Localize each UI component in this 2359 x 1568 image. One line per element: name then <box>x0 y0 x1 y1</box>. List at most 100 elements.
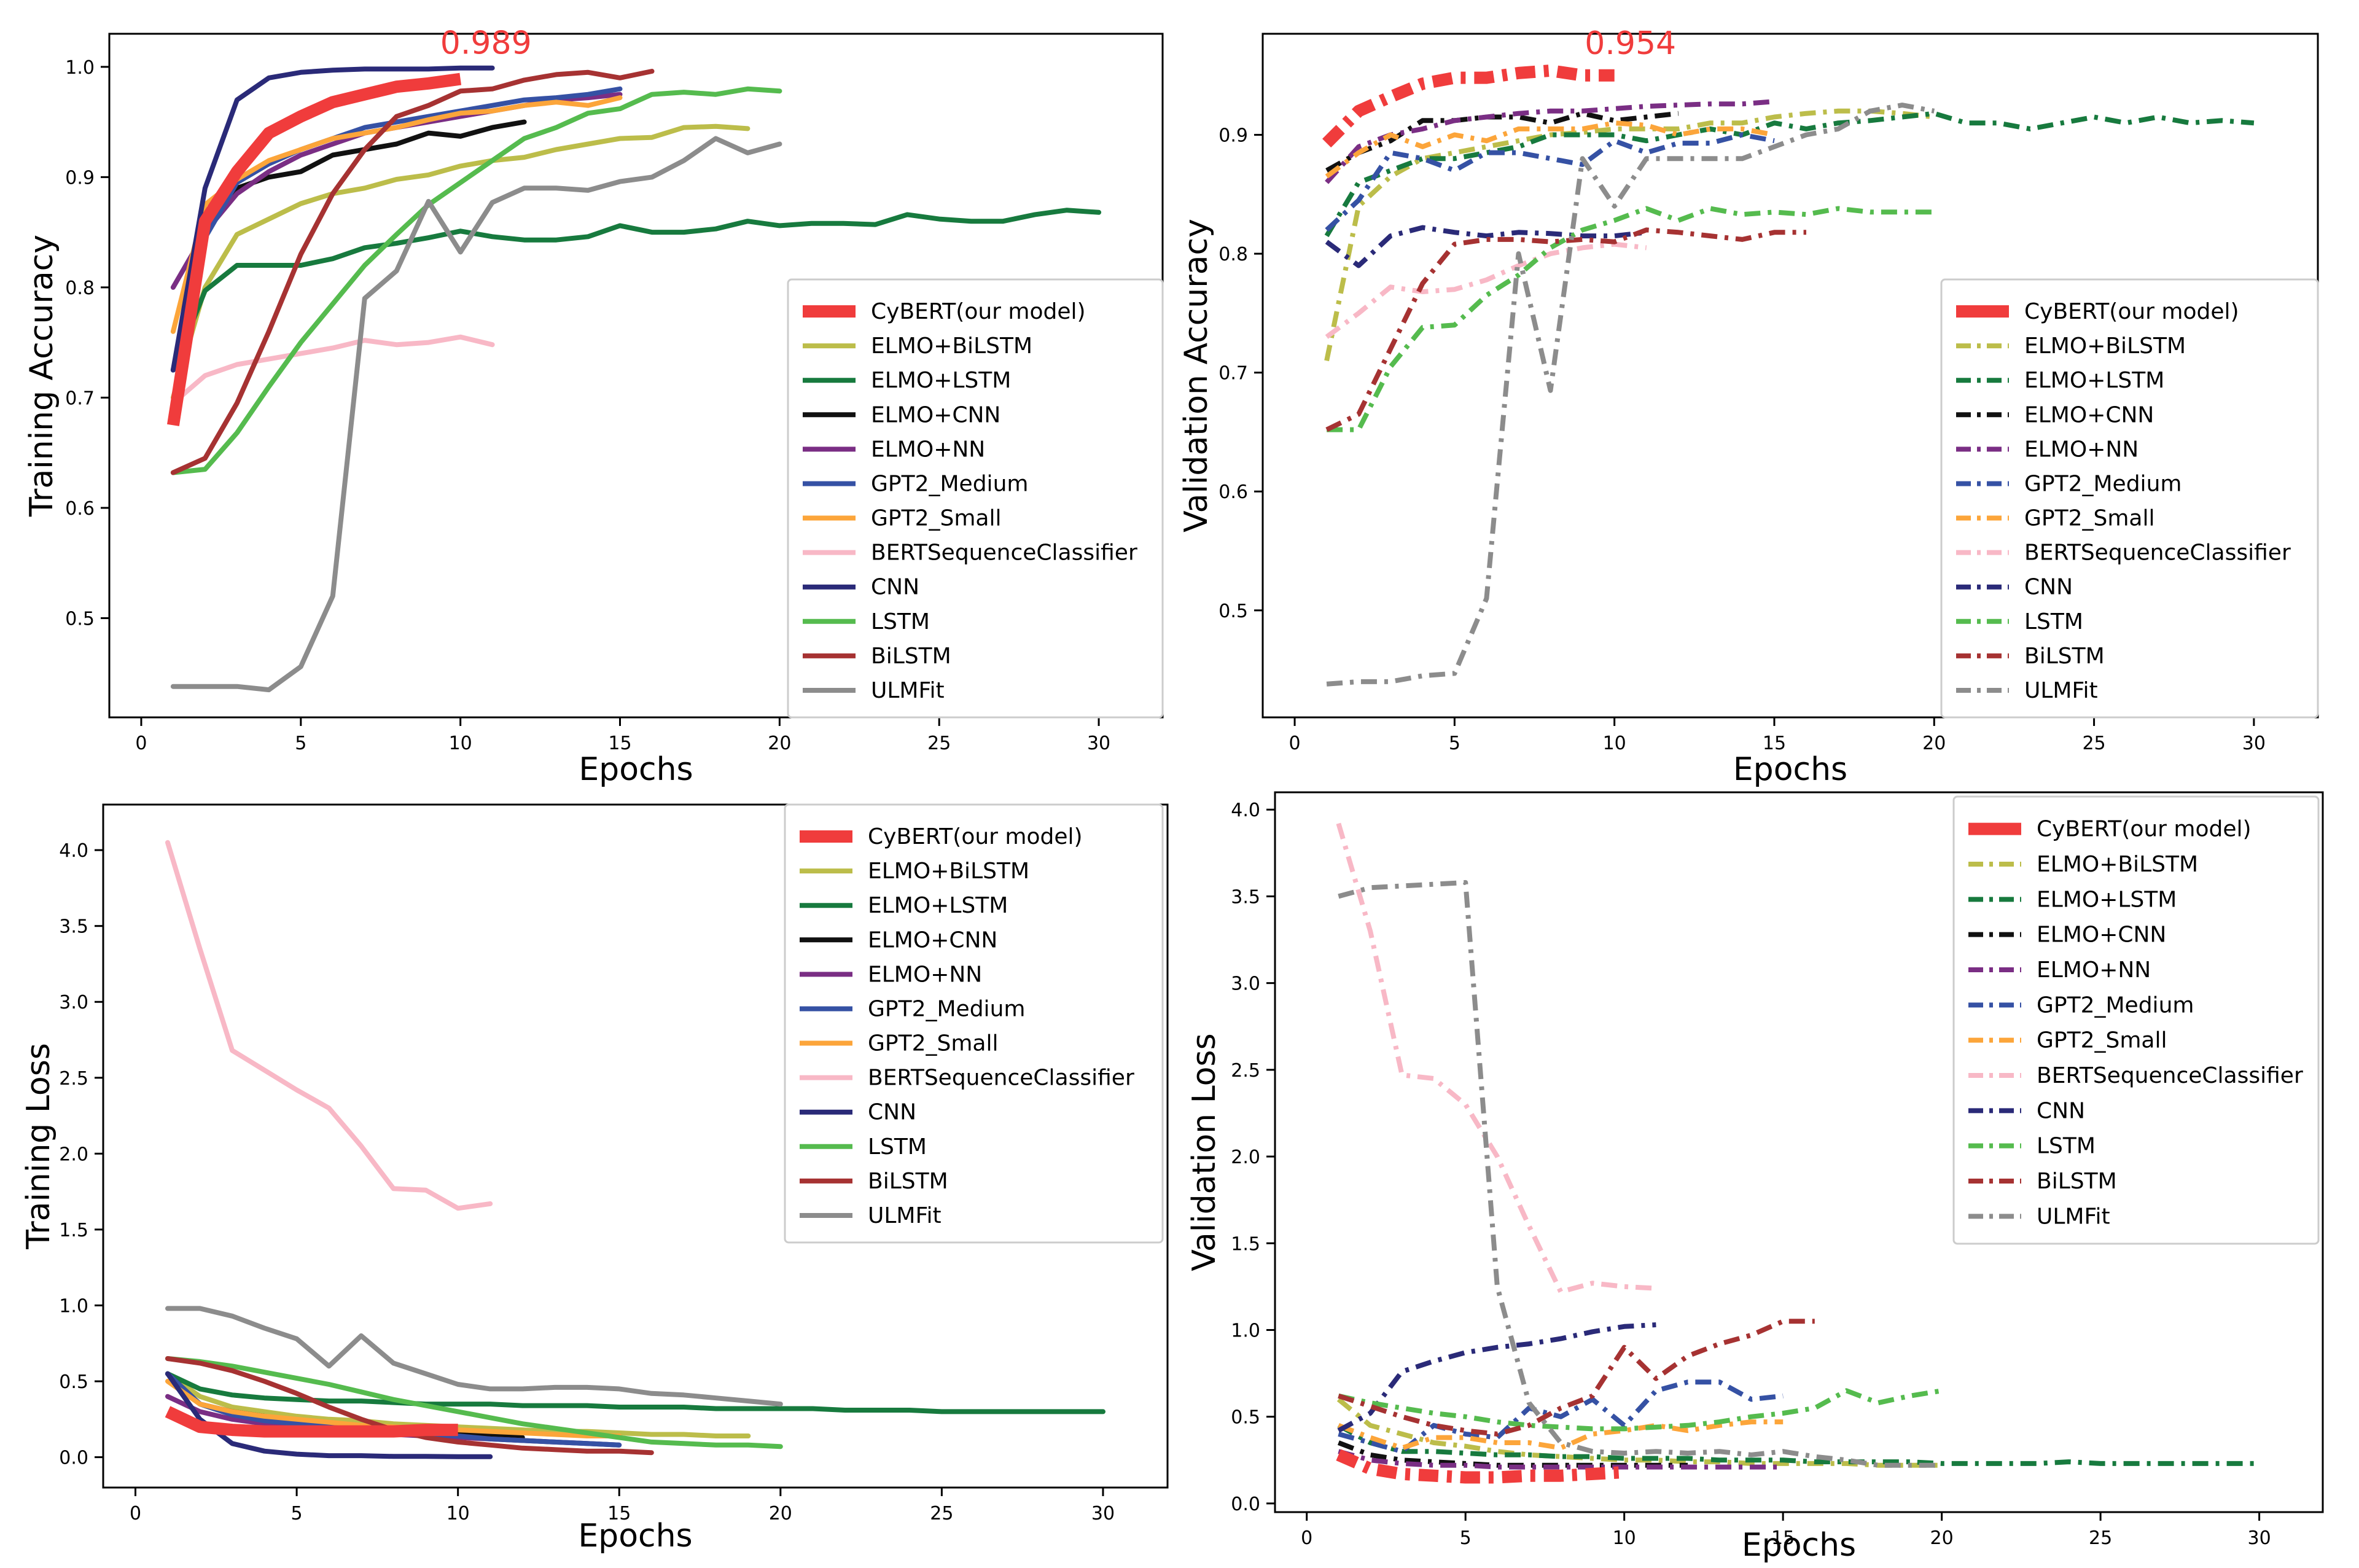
legend-entry-label: CyBERT(our model) <box>2037 817 2252 842</box>
x-tick-label: 0 <box>135 733 147 754</box>
series-line-ulmfit <box>170 136 782 693</box>
legend-entry-label: ELMO+NN <box>2024 437 2139 462</box>
y-tick-label: 1.0 <box>65 57 95 79</box>
val-loss-panel: 0 5 10 15 20 25 30 0.0 0.5 1.0 1.5 2.0 2.5 3.0 3.5 4.0 E… <box>1186 791 2324 1564</box>
y-tick-label: 0.5 <box>1231 1407 1260 1429</box>
x-tick-label: 5 <box>291 1503 303 1524</box>
series-line-bertsequenceclassifier <box>170 334 495 406</box>
y-tick-label: 3.5 <box>59 916 88 938</box>
legend-entry-label: ULMFit <box>2037 1204 2110 1229</box>
x-tick-label: 15 <box>1771 1527 1795 1549</box>
legend-entry-label: CNN <box>2024 575 2073 600</box>
legend-entry-label: ELMO+LSTM <box>868 893 1008 918</box>
y-tick-label: 1.0 <box>1231 1320 1260 1341</box>
legend-entry-label: ELMO+LSTM <box>2024 368 2164 393</box>
series-line-elmo-bilstm <box>1336 1397 1942 1468</box>
plot-frame <box>102 803 1169 1489</box>
legend-entry-label: BiLSTM <box>871 644 951 669</box>
series-line-bilstm <box>170 69 655 475</box>
x-tick-label: 15 <box>608 733 631 754</box>
y-axis-label: Training Loss <box>20 1043 57 1250</box>
x-tick-label: 10 <box>1603 733 1626 754</box>
legend-entry-label: CNN <box>2037 1098 2085 1123</box>
series-line-elmo-nn <box>1325 99 1775 184</box>
series-line-bertsequenceclassifier <box>1325 241 1647 339</box>
series-line-gpt2-small <box>170 95 623 334</box>
legend-box <box>1940 278 2319 719</box>
legend-entry-label: ELMO+NN <box>868 962 982 987</box>
series-line-gpt2-small <box>1337 1419 1784 1451</box>
legend-entry-label: GPT2_Small <box>871 506 1001 531</box>
legend-entry-label: ELMO+CNN <box>2037 922 2166 948</box>
legend-entry-label: LSTM <box>868 1134 927 1160</box>
legend-entry-label: ELMO+CNN <box>871 402 1000 427</box>
legend-entry-label: GPT2_Medium <box>2024 471 2182 496</box>
series-line-cnn <box>1337 1322 1656 1433</box>
series-line-bilstm <box>1325 227 1806 432</box>
legend-entry-label: ELMO+LSTM <box>871 368 1011 393</box>
legend-entry-label: BiLSTM <box>868 1169 948 1194</box>
legend-entry-label: CNN <box>868 1100 916 1125</box>
y-tick-label: 0.9 <box>65 167 95 189</box>
legend-box <box>787 278 1164 719</box>
legend-entry-label: CyBERT(our model) <box>2024 299 2239 324</box>
legend-box <box>784 803 1164 1244</box>
legend-entry-label: GPT2_Small <box>2024 506 2154 531</box>
y-tick-label: 0.7 <box>65 388 95 409</box>
series-lines <box>1322 64 2255 687</box>
series-line-cnn <box>1325 225 1647 268</box>
legend: CyBERT(our model) ELMO+BiLSTM ELMO+LSTM ELM… <box>787 278 1164 719</box>
x-tick-label: 10 <box>446 1503 470 1524</box>
legend-entry-label: LSTM <box>2024 609 2083 634</box>
x-tick-label: 30 <box>1091 1503 1115 1524</box>
y-tick-label: 2.5 <box>59 1068 88 1090</box>
series-line-gpt2-medium <box>170 86 623 373</box>
y-tick-label: 2.0 <box>1231 1147 1260 1168</box>
series-line-gpt2-medium <box>1325 132 1775 232</box>
x-tick-label: 15 <box>1763 733 1786 754</box>
x-tick-label: 30 <box>1087 733 1110 754</box>
legend: CyBERT(our model) ELMO+BiLSTM ELMO+LSTM ELM… <box>1952 795 2320 1245</box>
y-tick-label: 4.0 <box>1231 800 1260 821</box>
series-line-elmo-lstm <box>1324 111 2255 238</box>
x-tick-label: 5 <box>1460 1527 1472 1549</box>
x-tick-label: 20 <box>1922 733 1946 754</box>
x-tick-label: 0 <box>130 1503 141 1524</box>
series-line-elmo-lstm <box>170 208 1102 373</box>
y-tick-label: 1.5 <box>59 1220 88 1241</box>
y-tick-label: 0.7 <box>1218 363 1248 384</box>
legend-entry-label: GPT2_Medium <box>868 996 1025 1021</box>
series-line-ulmfit <box>1338 880 1942 1468</box>
val-acc-panel: 0 5 10 15 20 25 30 0.5 0.6 0.7 0.8 0.9 Epochs Validat… <box>1178 25 2319 788</box>
legend-entry-label: BERTSequenceClassifier <box>871 540 1137 566</box>
x-tick-label: 30 <box>2248 1527 2271 1549</box>
series-line-cnn <box>165 1371 493 1459</box>
y-tick-label: 4.0 <box>59 840 88 862</box>
legend-entry-label: BiLSTM <box>2024 644 2105 669</box>
y-tick-label: 0.5 <box>59 1371 88 1393</box>
legend: CyBERT(our model) ELMO+BiLSTM ELMO+LSTM ELM… <box>1940 278 2319 719</box>
y-axis-label: Training Accuracy <box>23 235 60 517</box>
legend-entry-label: ELMO+BiLSTM <box>2024 333 2186 359</box>
x-tick-label: 25 <box>927 733 951 754</box>
series-line-gpt2-small <box>1325 120 1775 179</box>
y-tick-label: 0.6 <box>65 498 95 520</box>
legend-entry-label: ELMO+NN <box>871 437 985 462</box>
series-line-elmo-bilstm <box>1324 108 1935 362</box>
legend: CyBERT(our model) ELMO+BiLSTM ELMO+LSTM ELM… <box>784 803 1164 1244</box>
y-tick-label: 0.8 <box>65 278 95 299</box>
legend-entry-label: CyBERT(our model) <box>868 824 1083 849</box>
series-lines <box>1336 822 2260 1484</box>
legend-entry-label: GPT2_Medium <box>871 471 1028 496</box>
x-tick-label: 20 <box>1930 1527 1954 1549</box>
y-tick-label: 0.8 <box>1218 244 1248 265</box>
x-tick-label: 20 <box>768 733 791 754</box>
series-lines <box>167 65 1102 693</box>
y-tick-label: 2.0 <box>59 1144 88 1165</box>
series-line-bilstm <box>1338 1319 1815 1437</box>
x-tick-label: 10 <box>1613 1527 1636 1549</box>
y-tick-label: 2.5 <box>1231 1060 1260 1082</box>
legend-entry-label: ELMO+BiLSTM <box>868 859 1029 884</box>
